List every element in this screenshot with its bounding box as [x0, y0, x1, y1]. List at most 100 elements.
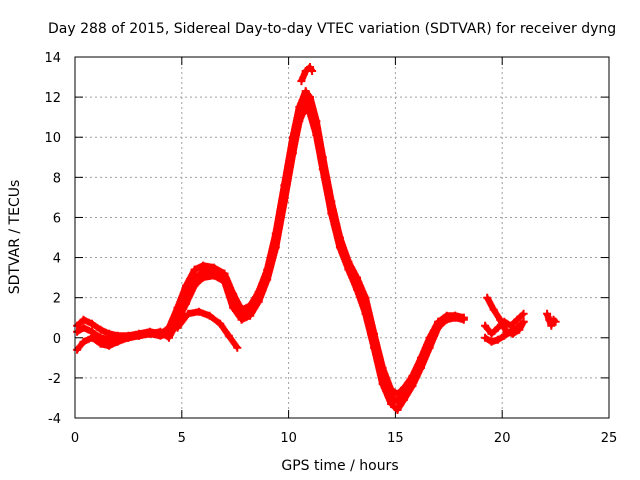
data-point [190, 265, 199, 274]
data-point [353, 279, 361, 288]
data-point [312, 125, 321, 134]
series-trace-3 [73, 93, 468, 406]
data-point [156, 331, 165, 340]
data-point [425, 337, 434, 346]
data-point [489, 305, 498, 314]
plus-trail [174, 308, 240, 351]
data-point [344, 261, 353, 270]
data-point [216, 319, 225, 328]
data-point [96, 333, 105, 342]
data-point [165, 329, 173, 338]
data-point [297, 77, 306, 86]
data-point [233, 343, 242, 352]
data-point [182, 289, 191, 298]
data-point [513, 315, 522, 324]
data-point [393, 398, 402, 406]
data-point [271, 233, 280, 242]
data-point [417, 357, 425, 366]
data-point [459, 313, 468, 322]
data-point [295, 109, 304, 118]
series-trace-1 [73, 87, 468, 398]
y-tick-label: 6 [53, 211, 61, 226]
data-point [199, 267, 208, 276]
x-tick-label: 25 [601, 431, 618, 446]
data-point [519, 309, 528, 318]
data-point [500, 331, 509, 340]
y-tick-label: 4 [53, 252, 61, 267]
data-point [393, 406, 402, 414]
plus-trail [73, 93, 466, 406]
data-point [434, 321, 443, 330]
data-point [124, 333, 133, 342]
data-point [335, 239, 344, 248]
y-axis-label: SDTVAR / TECUs [7, 180, 23, 295]
plus-trail [73, 87, 466, 398]
data-point [301, 93, 310, 102]
data-point [254, 293, 263, 302]
data-point [487, 337, 496, 346]
data-point [543, 309, 552, 318]
data-point [483, 293, 492, 302]
data-point [506, 327, 515, 336]
tick-labels: 0 5 10 15 20 25 -4 -2 0 2 4 6 8 10 12 14 [44, 51, 617, 446]
data-point [79, 315, 88, 324]
data-point [288, 137, 297, 146]
x-tick-label: 5 [178, 431, 186, 446]
y-tick-label: 12 [44, 91, 61, 106]
data-point [88, 327, 97, 336]
data-point [308, 67, 317, 75]
data-point [220, 275, 229, 284]
data-points [73, 63, 560, 414]
data-point [184, 309, 193, 318]
series-peak-tip [297, 63, 317, 86]
data-point [513, 323, 522, 332]
data-point [451, 311, 460, 320]
data-point [387, 391, 396, 400]
data-point [547, 321, 556, 330]
data-point [519, 317, 528, 326]
x-tick-label: 10 [280, 431, 297, 446]
data-point [173, 323, 182, 332]
series-trace-8 [543, 309, 560, 330]
data-point [481, 321, 490, 330]
data-point [496, 315, 505, 324]
plot-frame [74, 56, 610, 419]
data-point [190, 273, 199, 282]
data-point [229, 297, 238, 306]
data-point [387, 400, 396, 408]
data-point [145, 329, 154, 338]
data-point [237, 311, 246, 320]
data-point [205, 311, 214, 320]
data-point [378, 371, 387, 380]
data-point [173, 309, 182, 318]
y-tick-label: 10 [44, 131, 61, 146]
x-tick-label: 0 [71, 431, 79, 446]
data-point [327, 203, 336, 212]
data-point [79, 323, 88, 332]
data-point [79, 337, 88, 346]
chart-title: Day 288 of 2015, Sidereal Day-to-day VTE… [48, 21, 616, 37]
data-point [194, 307, 203, 316]
x-axis-label: GPS time / hours [281, 458, 398, 474]
y-tick-label: 0 [53, 332, 61, 347]
data-point [263, 269, 272, 278]
y-tick-label: -2 [48, 372, 61, 387]
x-tick-label: 15 [387, 431, 404, 446]
data-point [408, 375, 417, 384]
data-point [487, 329, 496, 338]
data-point [96, 325, 105, 334]
data-point [73, 345, 82, 354]
data-point [246, 307, 255, 316]
data-point [88, 319, 97, 328]
series-trace-4 [173, 307, 242, 352]
series-trace-7 [481, 317, 528, 346]
data-point [551, 317, 560, 326]
data-point [306, 101, 314, 110]
data-point [442, 313, 451, 322]
data-point [481, 333, 490, 342]
data-point [370, 335, 378, 344]
y-tick-label: -4 [48, 412, 61, 427]
data-point [73, 327, 82, 336]
data-point [209, 267, 218, 276]
